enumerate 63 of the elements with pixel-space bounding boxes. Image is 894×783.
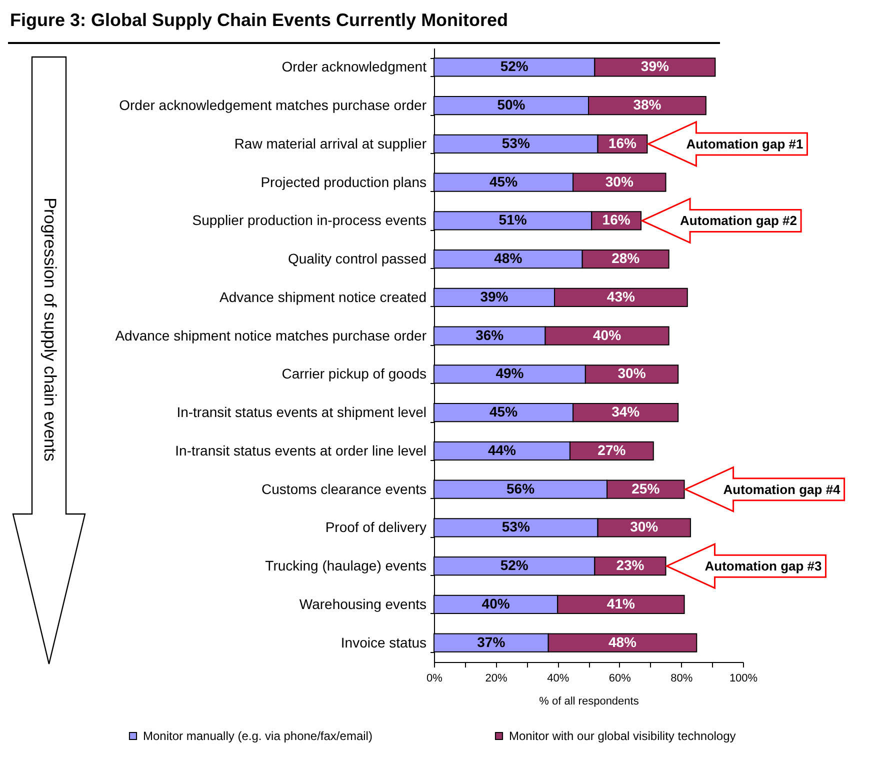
data-label: 40% (593, 326, 622, 343)
data-label: 16% (602, 212, 631, 228)
data-label: 50% (497, 96, 526, 113)
y-tick-label: Carrier pickup of goods (282, 366, 426, 382)
data-label: 51% (498, 212, 528, 228)
text: Figure 3: Global Supply Chain Events Currently Monitored (10, 10, 508, 30)
data-label: 52% (500, 58, 529, 74)
x-tick-label: 80% (670, 672, 693, 684)
y-tick-label: Supplier production in-process events (192, 212, 426, 228)
annotation: Automation gap #1 (686, 136, 804, 152)
legend-label: Monitor manually (e.g. via phone/fax/email) (143, 729, 372, 743)
y-tick-label: Invoice status (340, 634, 426, 650)
y-tick-label: Order acknowledgement matches purchase order (119, 97, 427, 114)
x-tick-label: 20% (485, 672, 508, 684)
y-tick-label: Proof of delivery (325, 519, 426, 536)
data-label: 41% (606, 595, 636, 612)
data-label: 52% (500, 557, 529, 574)
y-tick-label: Warehousing events (299, 596, 426, 612)
data-label: 39% (480, 288, 509, 304)
y-tick-label: In-transit status events at order line level (175, 442, 426, 458)
data-label: 37% (477, 634, 506, 650)
data-label: 27% (598, 442, 626, 458)
data-label: 30% (605, 173, 634, 190)
x-tick-label: 0% (426, 672, 443, 684)
data-label: 56% (506, 480, 536, 496)
y-tick-label: Advance shipment notice created (219, 288, 426, 305)
data-label: 30% (618, 365, 646, 382)
x-tick-label: 60% (608, 672, 632, 684)
x-tick-label: 40% (547, 672, 570, 684)
y-tick-label: Advance shipment notice matches purchase order (115, 327, 427, 344)
data-label: 40% (482, 595, 510, 612)
y-tick-label: Projected production plans (260, 174, 426, 190)
y-tick-label: Raw material arrival at supplier (234, 135, 427, 152)
annotation: Automation gap #4 (723, 482, 842, 497)
data-label: 53% (502, 134, 530, 151)
data-label: 39% (640, 58, 670, 74)
data-label: 16% (608, 134, 638, 151)
x-tick-label: 100% (729, 672, 758, 684)
data-label: 45% (490, 404, 518, 420)
data-label: 53% (502, 518, 530, 535)
y-tick-label: In-transit status events at shipment level (176, 404, 426, 420)
data-label: 30% (630, 518, 659, 535)
annotation: Automation gap #2 (680, 213, 798, 228)
y-axis-title: Progression of supply chain events (40, 198, 60, 462)
data-label: 43% (606, 288, 636, 304)
y-tick-label: Customs clearance events (262, 480, 426, 497)
data-label: 48% (494, 250, 523, 266)
annotation: Automation gap #3 (704, 558, 822, 574)
data-label: 44% (488, 442, 517, 458)
y-tick-label: Quality control passed (288, 250, 426, 267)
data-label: 34% (612, 404, 640, 420)
data-label: 45% (490, 173, 518, 190)
x-axis-title: % of all respondents (539, 696, 640, 708)
data-label: 49% (496, 365, 524, 382)
data-label: 23% (616, 557, 645, 574)
data-label: 25% (632, 480, 660, 496)
y-tick-label: Order acknowledgment (282, 58, 427, 75)
data-label: 38% (633, 96, 662, 113)
data-label: 48% (608, 634, 638, 650)
data-label: 36% (476, 326, 504, 343)
y-tick-label: Trucking (haulage) events (265, 558, 426, 574)
data-label: 28% (612, 250, 640, 266)
legend-label: Monitor with our global visibility technology (509, 729, 736, 743)
